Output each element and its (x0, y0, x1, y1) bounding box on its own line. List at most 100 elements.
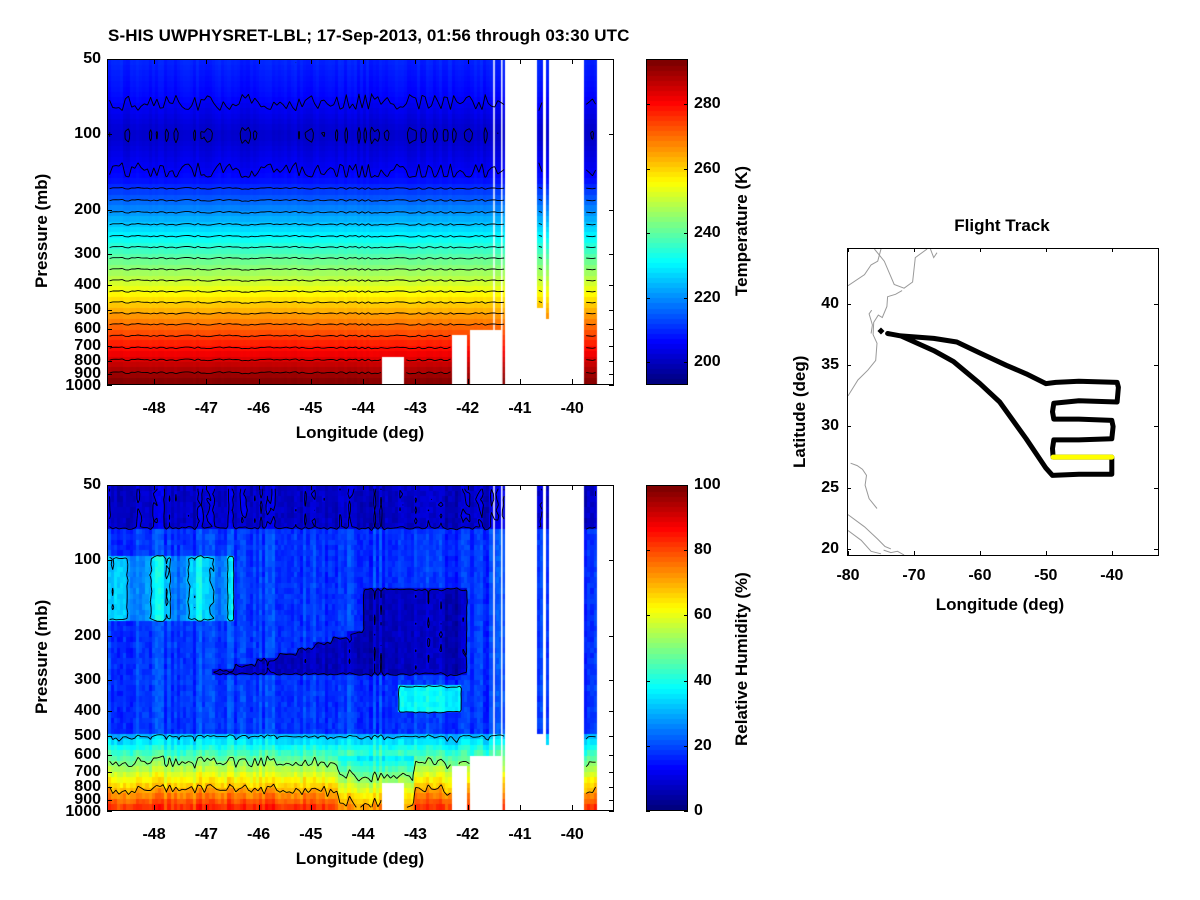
coastline (848, 290, 903, 397)
y-tick-label: 200 (74, 200, 101, 218)
colorbar-tick-right (684, 104, 688, 106)
contour-line (109, 268, 596, 271)
x-tick-label: -42 (456, 826, 480, 843)
y-tick-mark-left (107, 134, 112, 136)
contour-line (109, 371, 596, 375)
y-tick-mark-left (107, 309, 112, 311)
x-tick-mark-bottom (467, 379, 469, 384)
x-tick-mark-top (310, 59, 312, 64)
x-tick-label: -80 (836, 567, 860, 584)
x-tick-mark-bottom (206, 379, 208, 384)
contour-line (109, 301, 596, 304)
y-tick-mark-left (107, 209, 112, 211)
y-tick-mark-right (609, 811, 614, 812)
start-marker (877, 327, 885, 335)
coastline (874, 249, 928, 289)
y-tick-mark-right (609, 329, 614, 331)
temperature-y-axis-label: Pressure (mb) (32, 173, 51, 288)
y-tick-mark-left (847, 304, 851, 306)
y-tick-mark-left (107, 373, 112, 375)
x-tick-mark-bottom (572, 379, 574, 384)
coastline (929, 249, 938, 259)
temperature-colorbar-gradient (647, 60, 687, 384)
x-tick-label: -48 (142, 826, 166, 843)
contour-line (109, 279, 596, 282)
y-tick-mark-right (609, 485, 614, 486)
colorbar-tick-left (646, 615, 650, 617)
y-tick-label: 800 (74, 777, 101, 795)
y-tick-mark-left (107, 485, 112, 486)
y-tick-mark-left (847, 426, 851, 428)
y-tick-mark-left (107, 679, 112, 681)
x-tick-label: -47 (194, 826, 218, 843)
contour-line (109, 245, 596, 249)
y-tick-mark-left (107, 560, 112, 562)
x-tick-label: -46 (247, 400, 271, 417)
x-tick-mark-bottom (206, 805, 208, 810)
contour-line (109, 198, 596, 202)
x-tick-label: -45 (299, 826, 323, 843)
y-tick-label: 700 (74, 337, 101, 355)
colorbar-tick-left (646, 550, 650, 552)
y-tick-mark-left (107, 385, 112, 386)
y-tick-mark-right (609, 786, 614, 788)
y-tick-mark-right (609, 253, 614, 255)
y-tick-label: 50 (83, 50, 101, 67)
y-tick-mark-left (847, 548, 851, 550)
x-tick-mark-top (415, 59, 417, 64)
x-tick-mark-bottom (310, 379, 312, 384)
x-tick-mark-bottom (913, 551, 915, 555)
y-tick-label: 100 (74, 551, 101, 569)
y-tick-mark-left (107, 786, 112, 788)
temperature-colorbar-label: Temperature (K) (732, 165, 751, 296)
x-tick-mark-bottom (572, 805, 574, 810)
contour-line (109, 290, 596, 293)
x-tick-mark-top (848, 248, 849, 252)
y-tick-mark-left (107, 360, 112, 362)
y-tick-mark-right (609, 635, 614, 637)
y-tick-mark-right (609, 735, 614, 737)
temperature-heatmap (108, 60, 613, 384)
colorbar-tick-label: 200 (694, 353, 721, 371)
y-tick-mark-left (107, 253, 112, 255)
map-x-axis-label: Longitude (deg) (935, 595, 1065, 614)
temperature-contours (109, 62, 597, 375)
coastline (883, 549, 905, 555)
contour-line (109, 334, 596, 338)
colorbar-tick-left (646, 233, 650, 235)
contour-line (109, 755, 596, 783)
x-tick-label: -41 (508, 826, 532, 843)
rh-colorbar (646, 485, 688, 811)
y-tick-label: 800 (74, 351, 101, 369)
x-tick-mark-top (467, 59, 469, 64)
x-tick-mark-bottom (258, 379, 260, 384)
map-y-axis-label: Latitude (deg) (790, 355, 809, 468)
x-tick-mark-top (206, 485, 208, 490)
y-tick-label: 700 (74, 763, 101, 781)
y-tick-mark-right (609, 711, 614, 713)
x-tick-mark-top (467, 485, 469, 490)
contour-line (109, 256, 596, 260)
y-tick-label: 500 (74, 726, 101, 744)
coastline (848, 514, 892, 550)
y-tick-label: 600 (74, 320, 101, 338)
colorbar-tick-left (646, 745, 650, 747)
x-tick-mark-bottom (979, 551, 981, 555)
x-tick-mark-bottom (154, 805, 156, 810)
y-tick-mark-right (1154, 487, 1158, 489)
rh-contours (109, 488, 597, 808)
x-tick-mark-top (258, 485, 260, 490)
colorbar-tick-label: 280 (694, 95, 721, 113)
y-tick-mark-right (609, 385, 614, 386)
y-tick-mark-left (107, 755, 112, 757)
colorbar-tick-left (646, 811, 650, 812)
colorbar-tick-right (684, 233, 688, 235)
contour-line (109, 62, 596, 190)
x-tick-mark-top (258, 59, 260, 64)
rh-colorbar-label: Relative Humidity (%) (732, 572, 751, 746)
y-tick-label: 300 (74, 670, 101, 688)
y-tick-mark-right (609, 772, 614, 774)
contour-line (109, 783, 596, 808)
contour-line (109, 126, 594, 145)
contour-line (109, 358, 596, 362)
